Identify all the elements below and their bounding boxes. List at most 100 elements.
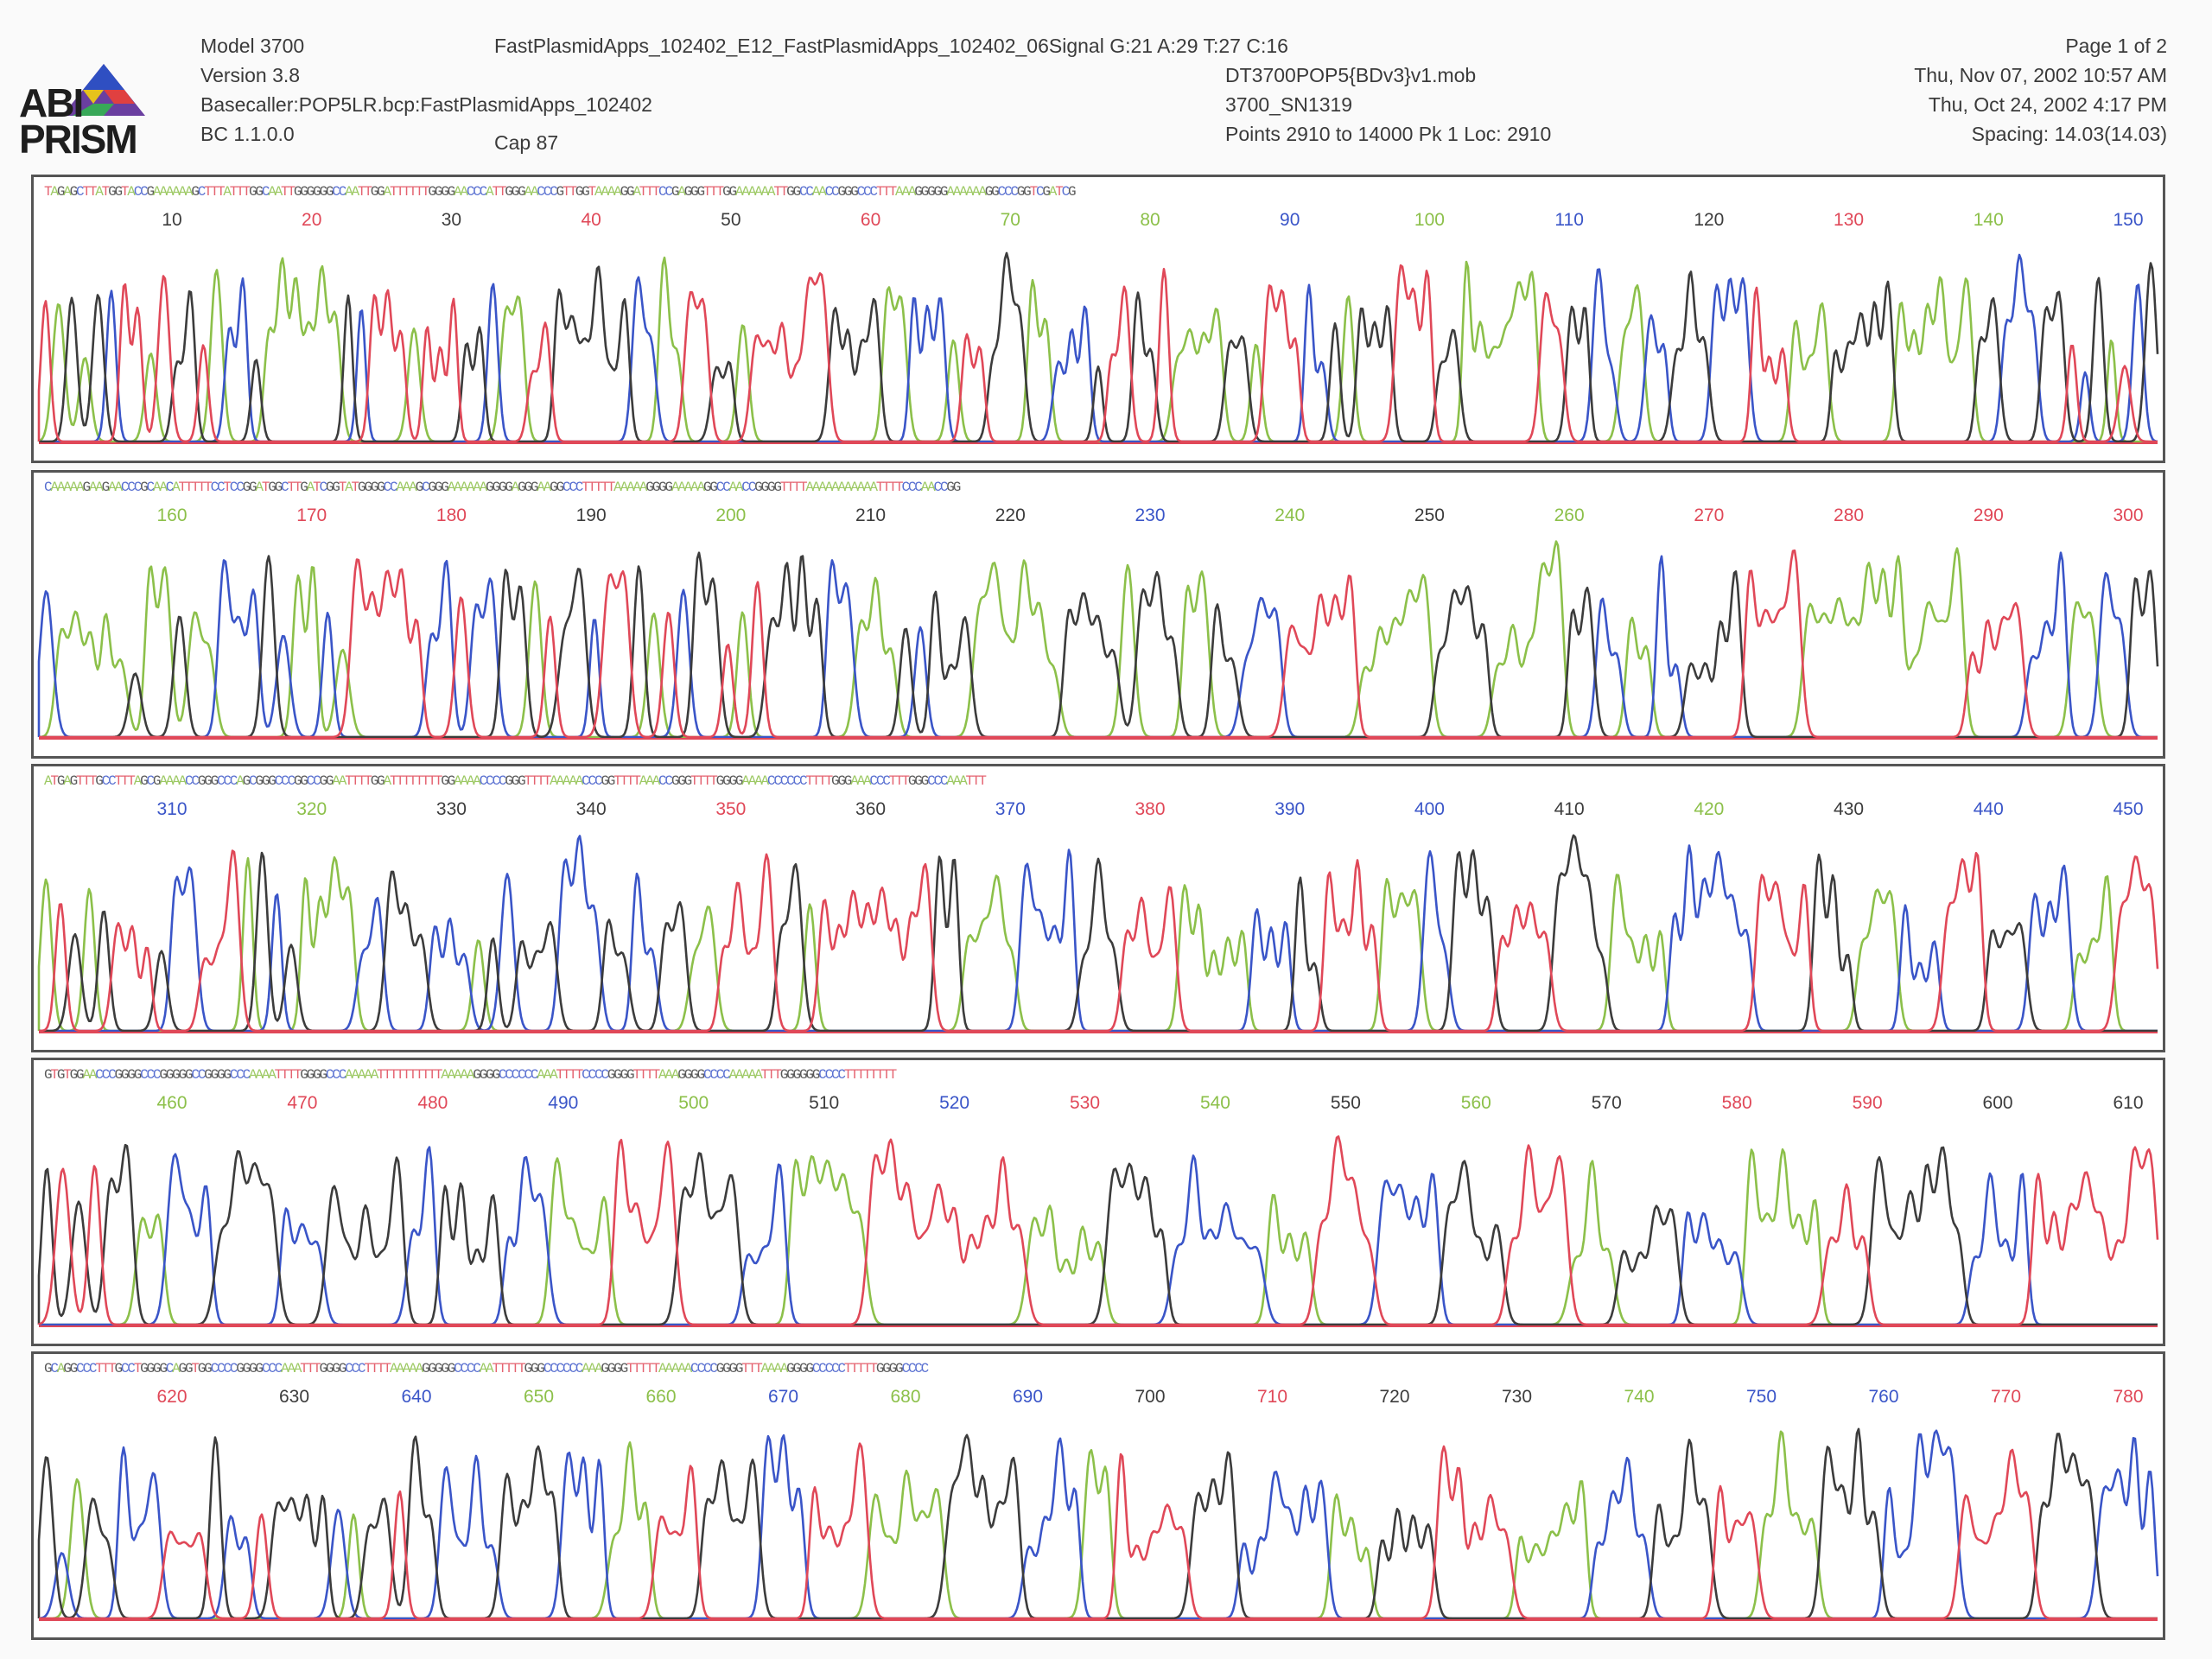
base-call-letter: C [229,773,238,789]
base-call-letter: G [140,480,149,495]
base-call-letter: G [511,773,520,789]
base-call-letter: C [120,1361,130,1376]
base-call-letter: T [869,1067,878,1083]
base-call-letter: A [645,773,654,789]
base-call-letter: A [63,184,72,200]
base-call-letter: A [261,1067,270,1083]
base-call-letter: T [402,184,411,200]
base-call-letter: T [575,1067,584,1083]
base-call-letter: G [82,480,91,495]
base-call-letter: G [805,1361,814,1376]
base-call-letter: G [620,184,629,200]
base-call-letter: A [959,184,968,200]
base-call-letter: C [907,1361,917,1376]
base-call-letter: T [261,480,270,495]
base-call-letter: C [165,480,175,495]
tick-label: 240 [1274,505,1305,525]
base-call-letter: T [415,184,424,200]
base-call-letter: G [715,773,725,789]
base-call-letter: T [50,773,59,789]
tick-label: 400 [1414,799,1445,819]
base-call-letter: A [332,773,340,789]
tick-label: 510 [809,1093,839,1113]
base-call-letter: G [146,1361,156,1376]
base-call-letter: A [747,773,757,789]
base-call-letter: T [300,1361,308,1376]
tick-label: 720 [1379,1387,1409,1407]
base-call-letter: T [702,773,712,789]
base-call-letter: C [184,773,194,789]
tick-label: 580 [1722,1093,1752,1113]
base-call-letter: G [95,773,104,789]
base-call-letter: T [88,773,98,789]
tick-label: 130 [1834,210,1864,230]
base-call-letter: G [249,480,257,495]
tick-label: 710 [1257,1387,1287,1407]
base-call-letter: C [530,1067,539,1083]
base-call-letter: T [396,1067,404,1083]
base-call-letter: A [409,480,417,495]
base-call-letter: A [345,184,353,200]
base-call-letter: C [569,1361,577,1376]
base-call-letter: A [639,480,648,495]
base-call-letter: T [415,1067,424,1083]
base-call-letter: G [44,1067,53,1083]
base-call-letter: T [632,1067,641,1083]
base-call-letter: A [696,480,705,495]
base-call-letter: G [850,184,859,200]
base-call-letter: A [741,1067,750,1083]
tick-label: 300 [2113,505,2143,525]
base-call-letter: A [632,480,641,495]
base-call-letter: C [914,1361,923,1376]
base-call-letter: C [229,480,238,495]
trace-line-g [39,834,2158,1033]
base-call-letter: T [702,184,712,200]
tick-label: 330 [436,799,467,819]
base-call-letter: C [146,480,156,495]
trace-line-t [39,849,2159,1033]
base-call-letter: T [786,480,795,495]
base-call-letter: G [120,1067,130,1083]
base-call-letter: A [473,480,481,495]
base-call-letter: C [715,1067,725,1083]
base-call-letter: A [479,480,488,495]
base-call-letter: T [293,480,302,495]
base-call-letter: G [377,773,385,789]
base-call-letter: A [543,480,552,495]
base-call-letter: T [588,480,597,495]
tick-label: 600 [1983,1093,2013,1113]
run-id-text: 3700_SN1319 [1225,93,1353,116]
base-call-letter: T [901,773,910,789]
base-call-letter: T [287,184,296,200]
base-call-letter: A [351,1067,360,1083]
base-call-letter: G [325,184,334,200]
base-call-letter: A [613,480,622,495]
base-call-letter: T [613,773,622,789]
base-call-letter: T [133,1361,143,1376]
trace-line-t [39,1442,2158,1620]
tick-label: 680 [890,1387,920,1407]
base-call-letter: A [152,184,162,200]
base-call-letter: T [569,1067,577,1083]
base-call-letter: G [184,1361,194,1376]
base-call-letter: G [677,1067,686,1083]
base-call-letter: C [313,773,321,789]
base-call-letter: A [556,773,565,789]
trace-svg: 460 470 480 490 500 510 520 530 540 550 560 570 580 5… [37,1093,2159,1327]
base-call-letter: A [255,1067,264,1083]
trace-svg: 10 20 30 40 50 60 70 80 90 100 110 120 130 140 150 [37,210,2159,444]
base-call-letter: A [415,1361,424,1376]
base-call-letter: T [396,773,404,789]
base-call-letter: T [421,184,430,200]
base-call-letter: G [620,1067,629,1083]
base-call-letter: C [492,773,500,789]
tick-label: 320 [296,799,327,819]
base-call-letter: T [383,1361,392,1376]
base-call-letter: T [760,1067,770,1083]
base-call-letter: A [460,1067,468,1083]
base-call-letter: G [843,184,853,200]
base-call-letter: T [108,1361,117,1376]
base-call-letter: G [683,773,693,789]
base-call-letter: C [216,773,226,789]
base-call-letter: T [856,1067,866,1083]
